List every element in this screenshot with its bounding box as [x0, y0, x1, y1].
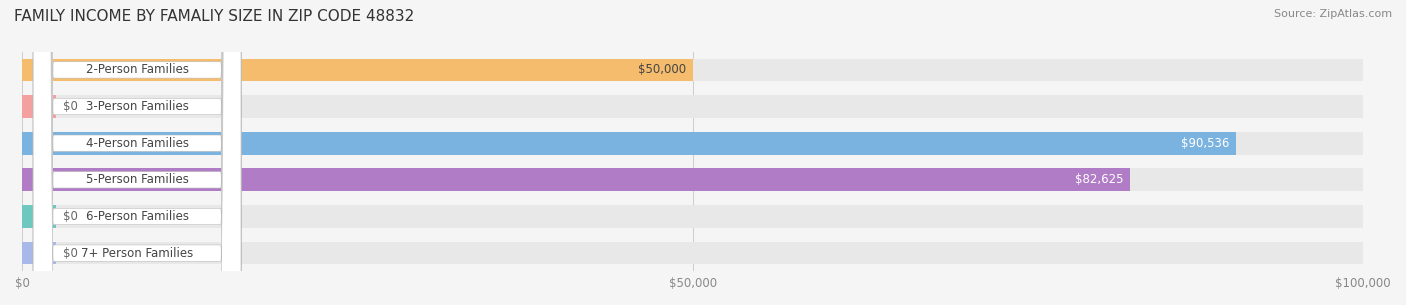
- Bar: [22, 59, 1364, 81]
- Bar: [22, 132, 1364, 155]
- Bar: [22, 242, 1364, 264]
- Text: $82,625: $82,625: [1076, 173, 1123, 186]
- Bar: [22, 168, 1130, 191]
- Text: $50,000: $50,000: [638, 63, 686, 77]
- Text: 7+ Person Families: 7+ Person Families: [82, 247, 193, 260]
- Text: $0: $0: [63, 100, 77, 113]
- Bar: [22, 95, 56, 118]
- Bar: [22, 168, 1364, 191]
- Text: 6-Person Families: 6-Person Families: [86, 210, 188, 223]
- Bar: [22, 95, 1364, 118]
- FancyBboxPatch shape: [34, 0, 240, 305]
- Text: 4-Person Families: 4-Person Families: [86, 137, 188, 150]
- Text: $0: $0: [63, 210, 77, 223]
- Text: Source: ZipAtlas.com: Source: ZipAtlas.com: [1274, 9, 1392, 19]
- FancyBboxPatch shape: [34, 0, 240, 305]
- Bar: [22, 205, 1364, 228]
- Text: $90,536: $90,536: [1181, 137, 1230, 150]
- FancyBboxPatch shape: [34, 0, 240, 305]
- Bar: [22, 242, 56, 264]
- FancyBboxPatch shape: [34, 0, 240, 305]
- Text: 2-Person Families: 2-Person Families: [86, 63, 188, 77]
- Text: $0: $0: [63, 247, 77, 260]
- Text: 3-Person Families: 3-Person Families: [86, 100, 188, 113]
- FancyBboxPatch shape: [34, 0, 240, 305]
- Text: 5-Person Families: 5-Person Families: [86, 173, 188, 186]
- Text: FAMILY INCOME BY FAMALIY SIZE IN ZIP CODE 48832: FAMILY INCOME BY FAMALIY SIZE IN ZIP COD…: [14, 9, 415, 24]
- Bar: [22, 132, 1236, 155]
- Bar: [22, 205, 56, 228]
- FancyBboxPatch shape: [34, 0, 240, 305]
- Bar: [22, 59, 693, 81]
